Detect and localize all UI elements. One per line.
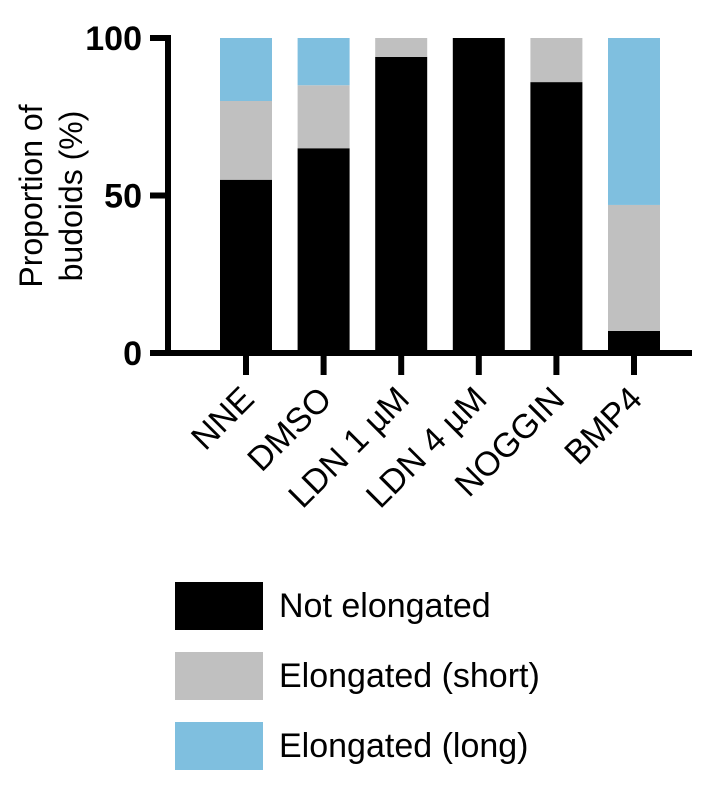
bars-group	[220, 38, 660, 354]
y-axis-label-line-2: budoids (%)	[53, 111, 89, 282]
bar-segment-nne-series-0	[220, 179, 272, 353]
bar-segment-noggin-series-1	[530, 38, 583, 83]
legend: Not elongated Elongated (short) Elongate…	[175, 582, 540, 792]
bar-segment-ldn-4-m-series-0	[452, 38, 505, 353]
legend-item-elongated-long: Elongated (long)	[175, 722, 540, 770]
bar-segment-noggin-series-0	[530, 82, 583, 353]
bar-segment-dmso-series-0	[297, 148, 350, 353]
axes-group	[150, 35, 692, 375]
legend-label-elongated-long: Elongated (long)	[279, 726, 529, 765]
legend-item-elongated-short: Elongated (short)	[175, 652, 540, 700]
bar-segment-dmso-series-1	[297, 85, 350, 149]
legend-label-elongated-short: Elongated (short)	[279, 656, 540, 695]
bar-segment-bmp4-series-1	[608, 204, 660, 331]
bar-segment-bmp4-series-0	[608, 330, 660, 353]
legend-item-not-elongated: Not elongated	[175, 582, 540, 630]
bar-segment-nne-series-2	[220, 38, 272, 101]
legend-label-not-elongated: Not elongated	[279, 586, 491, 625]
y-axis-label-line-1: Proportion of	[13, 104, 49, 287]
y-tick-label: 0	[123, 335, 142, 373]
legend-swatch-not-elongated	[175, 582, 263, 630]
y-tick-label: 50	[104, 178, 142, 216]
bar-segment-nne-series-1	[220, 101, 272, 180]
bar-segment-ldn-1-m-series-1	[375, 38, 428, 57]
legend-swatch-elongated-long	[175, 722, 263, 770]
legend-swatch-elongated-short	[175, 652, 263, 700]
bar-segment-bmp4-series-2	[608, 38, 660, 205]
bar-segment-ldn-1-m-series-0	[375, 56, 428, 354]
y-tick-label: 100	[85, 20, 142, 58]
x-tick-label: BMP4	[557, 380, 649, 472]
bar-segment-dmso-series-2	[297, 38, 350, 86]
